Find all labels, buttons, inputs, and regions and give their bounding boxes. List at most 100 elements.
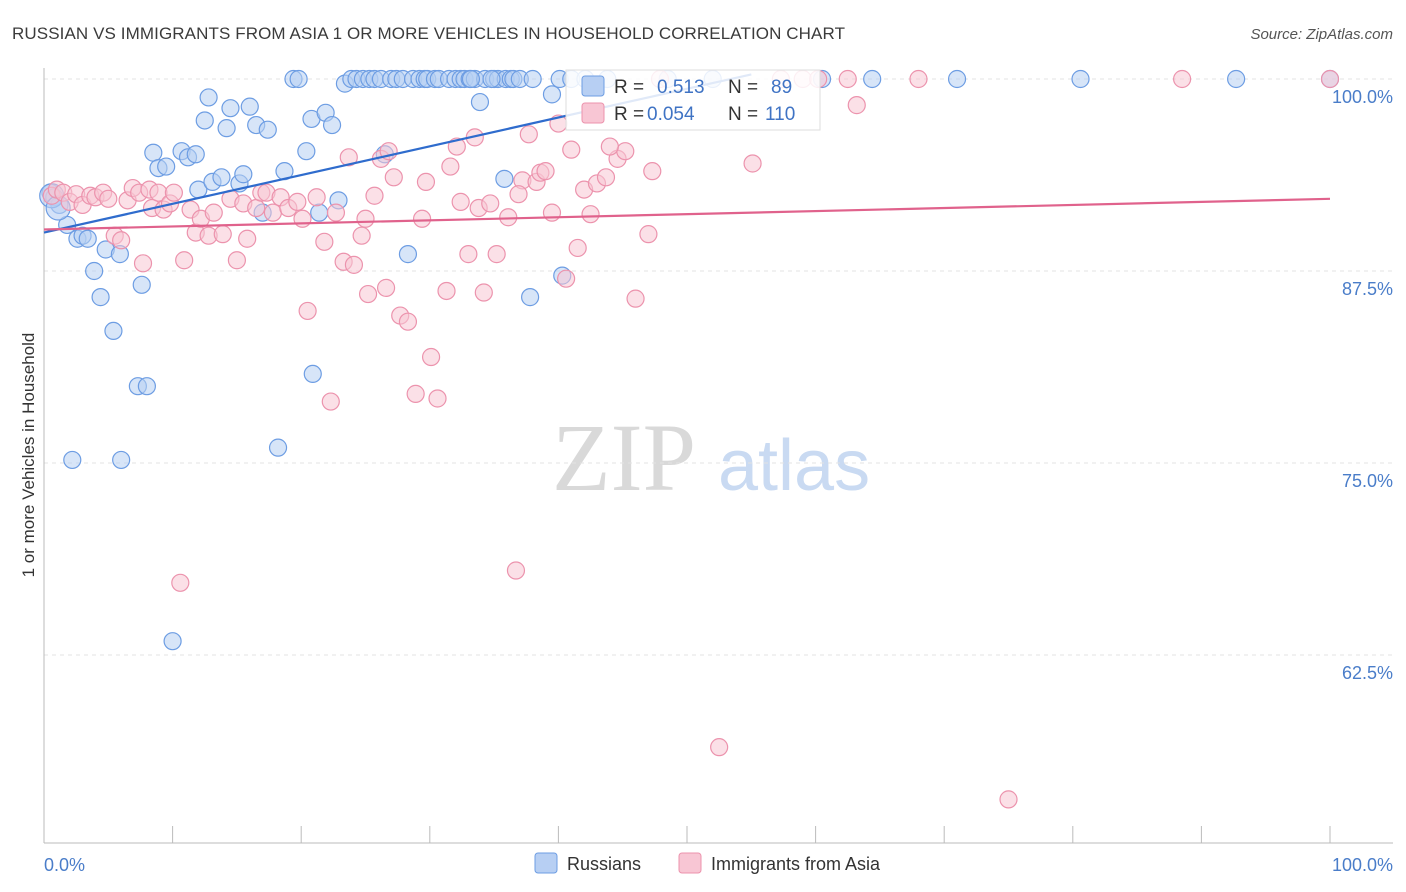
y-tick-label: 100.0% [1332, 87, 1393, 107]
point-asia [358, 284, 378, 304]
point-asia [298, 301, 317, 321]
x-tick-marks [43, 826, 1331, 843]
y-tick-label: 87.5% [1342, 279, 1393, 299]
watermark-zip: ZIP [552, 404, 696, 511]
point-russians [199, 88, 218, 107]
point-asia [307, 188, 326, 207]
watermark-atlas: atlas [718, 426, 870, 506]
point-russians [523, 69, 542, 89]
point-asia [398, 312, 418, 331]
stats-swatch-asia [581, 102, 605, 124]
stats-box-frame [565, 69, 821, 131]
legend-label-asia: Immigrants from Asia [711, 854, 881, 874]
point-asia [441, 157, 460, 176]
stats-swatch-russians [581, 75, 605, 97]
point-asia [437, 281, 456, 301]
point-asia [474, 283, 493, 302]
point-asia [909, 69, 928, 89]
point-russians [289, 69, 308, 89]
point-asia [247, 198, 266, 218]
point-asia [99, 189, 118, 208]
stats-r-value-russians: 0.513 [657, 77, 705, 98]
point-asia [847, 96, 866, 115]
point-russians [470, 92, 490, 112]
point-russians [1071, 69, 1090, 89]
point-russians [104, 321, 123, 341]
point-russians [303, 364, 322, 384]
point-asia [838, 69, 857, 89]
point-asia [356, 209, 375, 228]
y-tick-labels: 100.0% 87.5% 75.0% 62.5% [1332, 87, 1393, 683]
legend-swatch-russians [534, 852, 558, 874]
point-russians [398, 245, 418, 264]
point-asia [509, 185, 528, 204]
point-russians [542, 85, 562, 104]
point-russians [1227, 69, 1246, 89]
point-asia [339, 148, 358, 167]
point-asia [581, 205, 600, 224]
point-asia [416, 172, 436, 192]
point-russians [112, 450, 131, 470]
point-asia [171, 573, 190, 592]
point-asia [536, 162, 555, 181]
point-asia [421, 347, 441, 367]
point-russians [495, 169, 514, 188]
point-asia [321, 392, 340, 411]
point-russians [947, 69, 967, 89]
point-russians [297, 142, 316, 161]
point-russians [221, 99, 240, 118]
point-asia [133, 254, 153, 273]
point-russians [186, 145, 205, 164]
point-russians [482, 69, 501, 89]
stats-n-label-russians: N = [728, 77, 758, 98]
point-asia [344, 255, 364, 274]
point-asia [487, 245, 506, 264]
point-russians [78, 229, 97, 248]
point-asia [376, 278, 396, 297]
point-russians [521, 288, 540, 307]
point-asia [600, 137, 619, 156]
stats-r-label-asia: R = [614, 104, 644, 125]
point-russians [91, 288, 110, 307]
stats-box: R = 0.513 N = 89 R = 0.054 N = 110 [565, 69, 821, 131]
stats-n-value-russians: 89 [771, 77, 792, 98]
y-axis-label: 1 or more Vehicles in Household [19, 333, 38, 578]
trend-line-asia [43, 197, 1331, 231]
point-russians [63, 450, 82, 470]
point-asia [1320, 69, 1340, 89]
point-asia [999, 790, 1018, 809]
point-asia [164, 183, 183, 202]
point-asia [743, 154, 762, 173]
point-asia [406, 384, 425, 403]
legend: Russians Immigrants from Asia [534, 852, 881, 874]
point-asia [412, 209, 432, 228]
point-russians [163, 632, 182, 651]
point-russians [234, 165, 253, 184]
point-russians [268, 438, 288, 457]
point-russians [144, 143, 163, 162]
point-asia [616, 142, 635, 161]
x-tick-label-min: 0.0% [44, 855, 85, 875]
grid-lines [44, 78, 1393, 656]
point-asia [175, 251, 194, 270]
point-asia [352, 226, 371, 245]
point-asia [562, 140, 581, 159]
point-asia [288, 192, 307, 211]
point-asia [596, 168, 616, 187]
point-asia [293, 209, 312, 228]
stats-n-value-asia: 110 [765, 104, 795, 125]
point-asia [568, 238, 587, 258]
y-tick-label: 62.5% [1342, 663, 1393, 683]
point-asia [315, 232, 334, 251]
point-russians [461, 69, 481, 89]
point-asia [459, 245, 478, 264]
point-asia [213, 225, 232, 244]
point-asia [481, 194, 500, 213]
y-tick-label: 75.0% [1342, 471, 1393, 491]
point-russians [258, 120, 277, 139]
point-asia [519, 125, 538, 144]
point-asia [227, 251, 246, 270]
point-asia [710, 738, 729, 757]
x-tick-label-max: 100.0% [1332, 855, 1393, 875]
point-asia [384, 168, 403, 187]
